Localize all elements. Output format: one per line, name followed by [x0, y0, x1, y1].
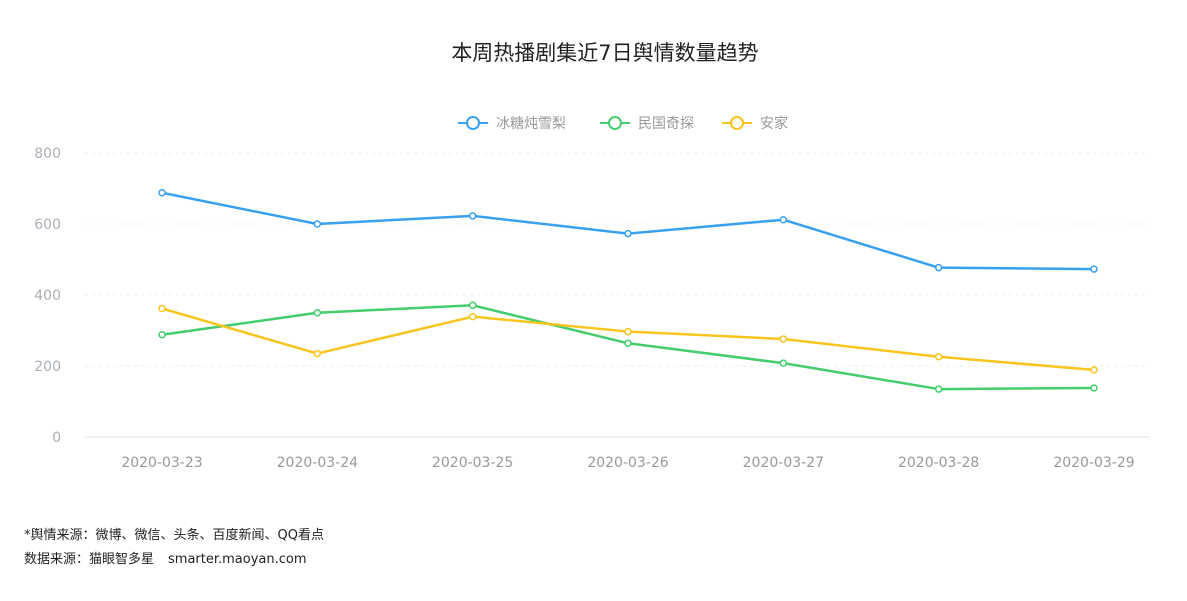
series-line-2 — [161, 304, 1095, 391]
data-point — [934, 353, 943, 361]
data-point — [624, 229, 632, 238]
data-source-text: 数据来源：猫眼智多星 — [24, 552, 155, 567]
legend-label: 安家 — [760, 115, 788, 132]
legend-marker — [466, 116, 480, 130]
data-source: 数据来源：猫眼智多星 smarter.maoyan.com — [24, 548, 307, 567]
series-line-3 — [161, 307, 1095, 372]
data-point — [934, 263, 943, 272]
source-note: *舆情来源：微博、微信、头条、百度新闻、QQ看点 — [24, 524, 324, 543]
chart-title: 本周热播剧集近7日舆情数量趋势 — [451, 41, 758, 65]
data-point — [934, 385, 943, 393]
x-tick-label: 2020-03-26 — [587, 455, 668, 471]
data-point — [468, 301, 477, 310]
data-point — [313, 309, 322, 317]
legend-marker — [730, 116, 744, 130]
y-tick-label: 800 — [34, 146, 61, 162]
data-source-site: smarter.maoyan.com — [168, 552, 307, 567]
data-point — [779, 359, 788, 367]
legend-marker — [608, 116, 622, 130]
data-point — [1090, 384, 1098, 392]
data-point — [468, 212, 477, 220]
legend: 冰糖炖雪梨 民国奇探 安家 — [458, 115, 788, 132]
data-point — [1090, 265, 1098, 273]
data-point — [779, 335, 788, 343]
x-tick-label: 2020-03-27 — [743, 455, 824, 471]
data-point — [624, 327, 632, 336]
y-tick-label: 200 — [34, 359, 61, 375]
source-note-text: *舆情来源：微博、微信、头条、百度新闻、QQ看点 — [24, 528, 324, 543]
series-layer — [158, 189, 1098, 393]
data-point — [158, 331, 166, 339]
data-point — [313, 349, 322, 358]
data-point — [468, 312, 477, 321]
x-tick-label: 2020-03-25 — [432, 455, 513, 471]
data-point — [779, 215, 788, 224]
legend-label: 民国奇探 — [638, 115, 694, 132]
data-point — [313, 220, 322, 228]
y-tick-label: 400 — [34, 288, 61, 304]
x-tick-label: 2020-03-29 — [1053, 455, 1134, 471]
y-tick-label: 600 — [34, 217, 61, 233]
y-tick-label: 0 — [52, 430, 61, 446]
x-tick-label: 2020-03-24 — [277, 455, 358, 471]
data-point — [158, 189, 166, 197]
data-point — [624, 339, 632, 348]
legend-item-3: 安家 — [722, 115, 788, 132]
grid-layer: 0 200 400 600 800 — [34, 146, 1150, 446]
legend-item-2: 民国奇探 — [600, 115, 694, 132]
data-point — [158, 304, 166, 313]
x-tick-label: 2020-03-23 — [121, 455, 202, 471]
legend-item-1: 冰糖炖雪梨 — [458, 116, 566, 132]
x-tick-label: 2020-03-28 — [898, 455, 979, 471]
x-axis: 2020-03-23 2020-03-24 2020-03-25 2020-03-26… — [121, 455, 1134, 471]
data-point — [1090, 366, 1098, 374]
legend-label: 冰糖炖雪梨 — [496, 116, 566, 132]
